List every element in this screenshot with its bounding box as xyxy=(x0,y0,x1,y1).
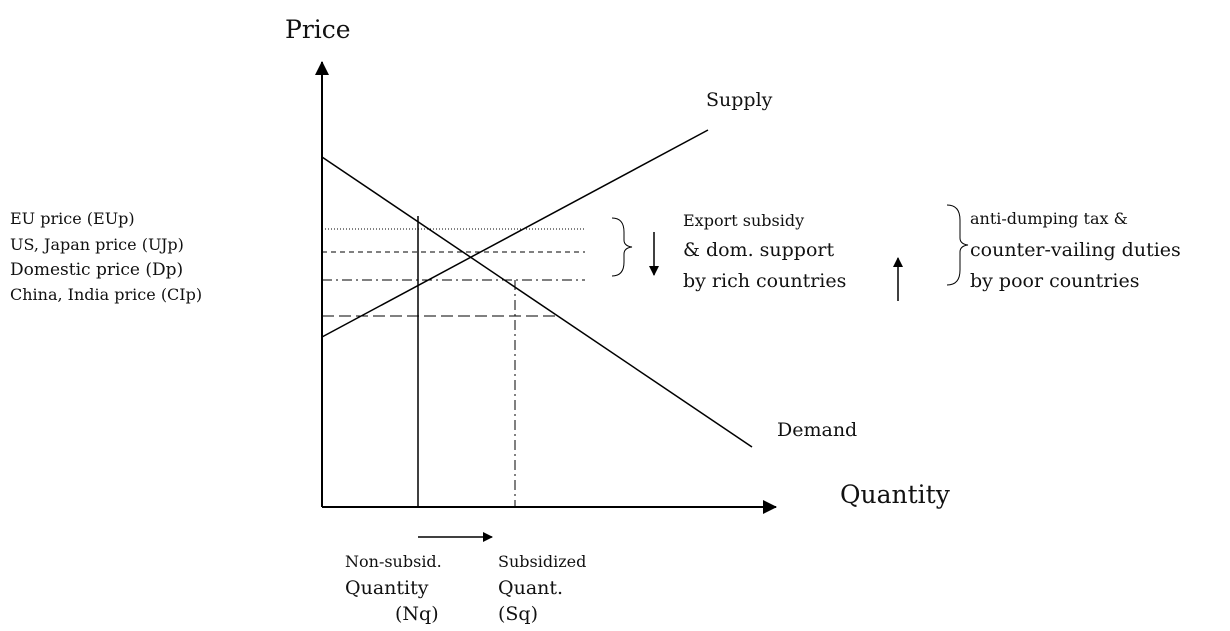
note-text: anti-dumping tax & xyxy=(970,209,1128,228)
note-text: by poor countries xyxy=(970,270,1139,292)
quantity-label: Quantity xyxy=(345,577,429,599)
price-label: China, India price (CIp) xyxy=(10,285,202,304)
price-label: EU price (EUp) xyxy=(10,209,135,228)
y-axis-label: Price xyxy=(285,15,351,44)
note-text: counter-vailing duties xyxy=(970,239,1181,261)
note-text: Export subsidy xyxy=(683,211,804,230)
quantity-label: (Nq) xyxy=(395,603,439,625)
x-axis-label: Quantity xyxy=(840,480,951,509)
supply-label: Supply xyxy=(706,89,773,111)
quantity-label: Subsidized xyxy=(498,552,586,571)
price-label: Domestic price (Dp) xyxy=(10,260,183,280)
note-text: & dom. support xyxy=(683,239,834,261)
brace xyxy=(946,204,969,286)
price-label: US, Japan price (UJp) xyxy=(10,235,184,254)
demand-curve xyxy=(321,156,753,448)
note-text: by rich countries xyxy=(683,270,846,292)
demand-label: Demand xyxy=(777,419,857,441)
supply-curve xyxy=(321,129,709,338)
brace xyxy=(611,217,633,277)
quantity-label: Non-subsid. xyxy=(345,552,442,571)
quantity-label: Quant. xyxy=(498,577,563,599)
quantity-label: (Sq) xyxy=(498,603,538,625)
